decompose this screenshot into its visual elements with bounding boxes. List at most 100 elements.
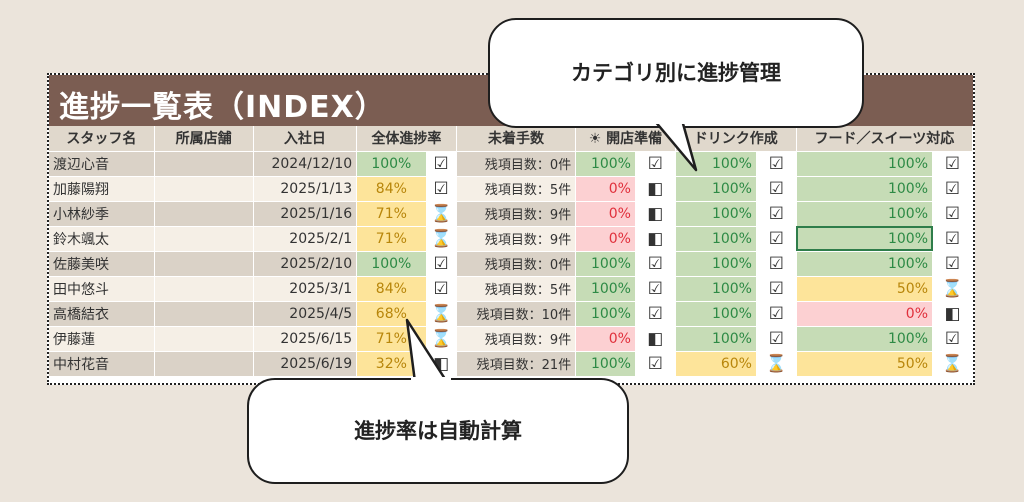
cell-food-progress[interactable]: 50% xyxy=(796,276,934,302)
cell-drink-progress[interactable]: 100% xyxy=(675,176,757,202)
cell-food-progress[interactable]: 100% xyxy=(796,226,934,252)
header-join-date[interactable]: 入社日 xyxy=(253,126,358,152)
cell-overall-status-icon[interactable]: ⌛ xyxy=(426,301,457,327)
cell-opening-status-icon[interactable]: ◧ xyxy=(635,226,676,252)
cell-store[interactable] xyxy=(154,301,254,327)
cell-overall-status-icon[interactable]: ⌛ xyxy=(426,201,457,227)
cell-staff-name[interactable]: 加藤陽翔 xyxy=(49,176,155,202)
cell-overall-status-icon[interactable]: ☑ xyxy=(426,176,457,202)
cell-food-status-icon[interactable]: ☑ xyxy=(932,226,973,252)
cell-opening-status-icon[interactable]: ☑ xyxy=(635,251,676,277)
cell-store[interactable] xyxy=(154,276,254,302)
header-store[interactable]: 所属店舗 xyxy=(154,126,254,152)
cell-drink-progress[interactable]: 100% xyxy=(675,226,757,252)
cell-drink-progress[interactable]: 100% xyxy=(675,301,757,327)
cell-drink-status-icon[interactable]: ☑ xyxy=(756,176,797,202)
cell-opening-progress[interactable]: 100% xyxy=(575,351,636,377)
cell-drink-status-icon[interactable]: ☑ xyxy=(756,326,797,352)
cell-drink-status-icon[interactable]: ☑ xyxy=(756,276,797,302)
header-overall[interactable]: 全体進捗率 xyxy=(356,126,457,152)
cell-staff-name[interactable]: 渡辺心音 xyxy=(49,151,155,177)
cell-food-progress[interactable]: 100% xyxy=(796,326,934,352)
cell-overall-progress[interactable]: 84% xyxy=(356,276,427,302)
cell-opening-status-icon[interactable]: ☑ xyxy=(635,151,676,177)
cell-store[interactable] xyxy=(154,151,254,177)
cell-opening-progress[interactable]: 0% xyxy=(575,201,636,227)
cell-overall-status-icon[interactable]: ☑ xyxy=(426,276,457,302)
cell-opening-progress[interactable]: 100% xyxy=(575,151,636,177)
cell-remaining-count[interactable]: 残項目数：5件 xyxy=(456,276,577,302)
header-drink[interactable]: ドリンク作成 xyxy=(675,126,797,152)
cell-opening-status-icon[interactable]: ☑ xyxy=(635,301,676,327)
cell-opening-progress[interactable]: 0% xyxy=(575,226,636,252)
cell-overall-status-icon[interactable]: ⌛ xyxy=(426,226,457,252)
cell-remaining-count[interactable]: 残項目数：9件 xyxy=(456,326,577,352)
cell-join-date[interactable]: 2025/2/10 xyxy=(253,251,358,277)
cell-food-status-icon[interactable]: ☑ xyxy=(932,176,973,202)
cell-drink-status-icon[interactable]: ☑ xyxy=(756,226,797,252)
cell-overall-progress[interactable]: 71% xyxy=(356,226,427,252)
cell-food-status-icon[interactable]: ⌛ xyxy=(932,276,973,302)
cell-opening-progress[interactable]: 0% xyxy=(575,176,636,202)
cell-drink-status-icon[interactable]: ☑ xyxy=(756,201,797,227)
cell-remaining-count[interactable]: 残項目数：9件 xyxy=(456,201,577,227)
cell-remaining-count[interactable]: 残項目数：21件 xyxy=(456,351,577,377)
cell-opening-status-icon[interactable]: ☑ xyxy=(635,351,676,377)
cell-staff-name[interactable]: 伊藤蓮 xyxy=(49,326,155,352)
cell-opening-progress[interactable]: 0% xyxy=(575,326,636,352)
cell-staff-name[interactable]: 佐藤美咲 xyxy=(49,251,155,277)
cell-overall-progress[interactable]: 71% xyxy=(356,201,427,227)
cell-overall-progress[interactable]: 100% xyxy=(356,151,427,177)
cell-remaining-count[interactable]: 残項目数：5件 xyxy=(456,176,577,202)
cell-store[interactable] xyxy=(154,226,254,252)
cell-join-date[interactable]: 2025/6/15 xyxy=(253,326,358,352)
cell-staff-name[interactable]: 中村花音 xyxy=(49,351,155,377)
cell-opening-status-icon[interactable]: ◧ xyxy=(635,326,676,352)
cell-opening-status-icon[interactable]: ◧ xyxy=(635,201,676,227)
cell-drink-status-icon[interactable]: ⌛ xyxy=(756,351,797,377)
cell-overall-status-icon[interactable]: ☑ xyxy=(426,251,457,277)
cell-overall-status-icon[interactable]: ☑ xyxy=(426,151,457,177)
cell-join-date[interactable]: 2025/4/5 xyxy=(253,301,358,327)
cell-store[interactable] xyxy=(154,176,254,202)
cell-drink-progress[interactable]: 60% xyxy=(675,351,757,377)
cell-opening-progress[interactable]: 100% xyxy=(575,251,636,277)
cell-food-progress[interactable]: 100% xyxy=(796,151,934,177)
cell-food-progress[interactable]: 100% xyxy=(796,201,934,227)
cell-staff-name[interactable]: 田中悠斗 xyxy=(49,276,155,302)
cell-store[interactable] xyxy=(154,251,254,277)
cell-overall-status-icon[interactable]: ⌛ xyxy=(426,326,457,352)
cell-food-status-icon[interactable]: ⌛ xyxy=(932,351,973,377)
cell-join-date[interactable]: 2025/6/19 xyxy=(253,351,358,377)
cell-staff-name[interactable]: 小林紗季 xyxy=(49,201,155,227)
cell-opening-progress[interactable]: 100% xyxy=(575,276,636,302)
cell-staff-name[interactable]: 高橋結衣 xyxy=(49,301,155,327)
cell-staff-name[interactable]: 鈴木颯太 xyxy=(49,226,155,252)
cell-store[interactable] xyxy=(154,351,254,377)
cell-join-date[interactable]: 2025/2/1 xyxy=(253,226,358,252)
cell-join-date[interactable]: 2025/1/16 xyxy=(253,201,358,227)
cell-overall-progress[interactable]: 68% xyxy=(356,301,427,327)
cell-opening-status-icon[interactable]: ◧ xyxy=(635,176,676,202)
cell-food-progress[interactable]: 100% xyxy=(796,176,934,202)
cell-food-progress[interactable]: 100% xyxy=(796,251,934,277)
cell-join-date[interactable]: 2025/1/13 xyxy=(253,176,358,202)
cell-remaining-count[interactable]: 残項目数：9件 xyxy=(456,226,577,252)
cell-join-date[interactable]: 2024/12/10 xyxy=(253,151,358,177)
cell-store[interactable] xyxy=(154,326,254,352)
cell-drink-status-icon[interactable]: ☑ xyxy=(756,151,797,177)
cell-food-status-icon[interactable]: ☑ xyxy=(932,326,973,352)
cell-overall-progress[interactable]: 100% xyxy=(356,251,427,277)
cell-remaining-count[interactable]: 残項目数：10件 xyxy=(456,301,577,327)
header-food[interactable]: フード／スイーツ対応 xyxy=(796,126,973,152)
header-opening[interactable]: ☀ 開店準備 xyxy=(575,126,676,152)
cell-drink-status-icon[interactable]: ☑ xyxy=(756,251,797,277)
cell-food-status-icon[interactable]: ☑ xyxy=(932,201,973,227)
cell-drink-progress[interactable]: 100% xyxy=(675,276,757,302)
cell-food-status-icon[interactable]: ☑ xyxy=(932,151,973,177)
cell-overall-progress[interactable]: 84% xyxy=(356,176,427,202)
header-unfinished[interactable]: 未着手数 xyxy=(456,126,577,152)
cell-drink-progress[interactable]: 100% xyxy=(675,201,757,227)
cell-drink-status-icon[interactable]: ☑ xyxy=(756,301,797,327)
cell-food-progress[interactable]: 0% xyxy=(796,301,934,327)
